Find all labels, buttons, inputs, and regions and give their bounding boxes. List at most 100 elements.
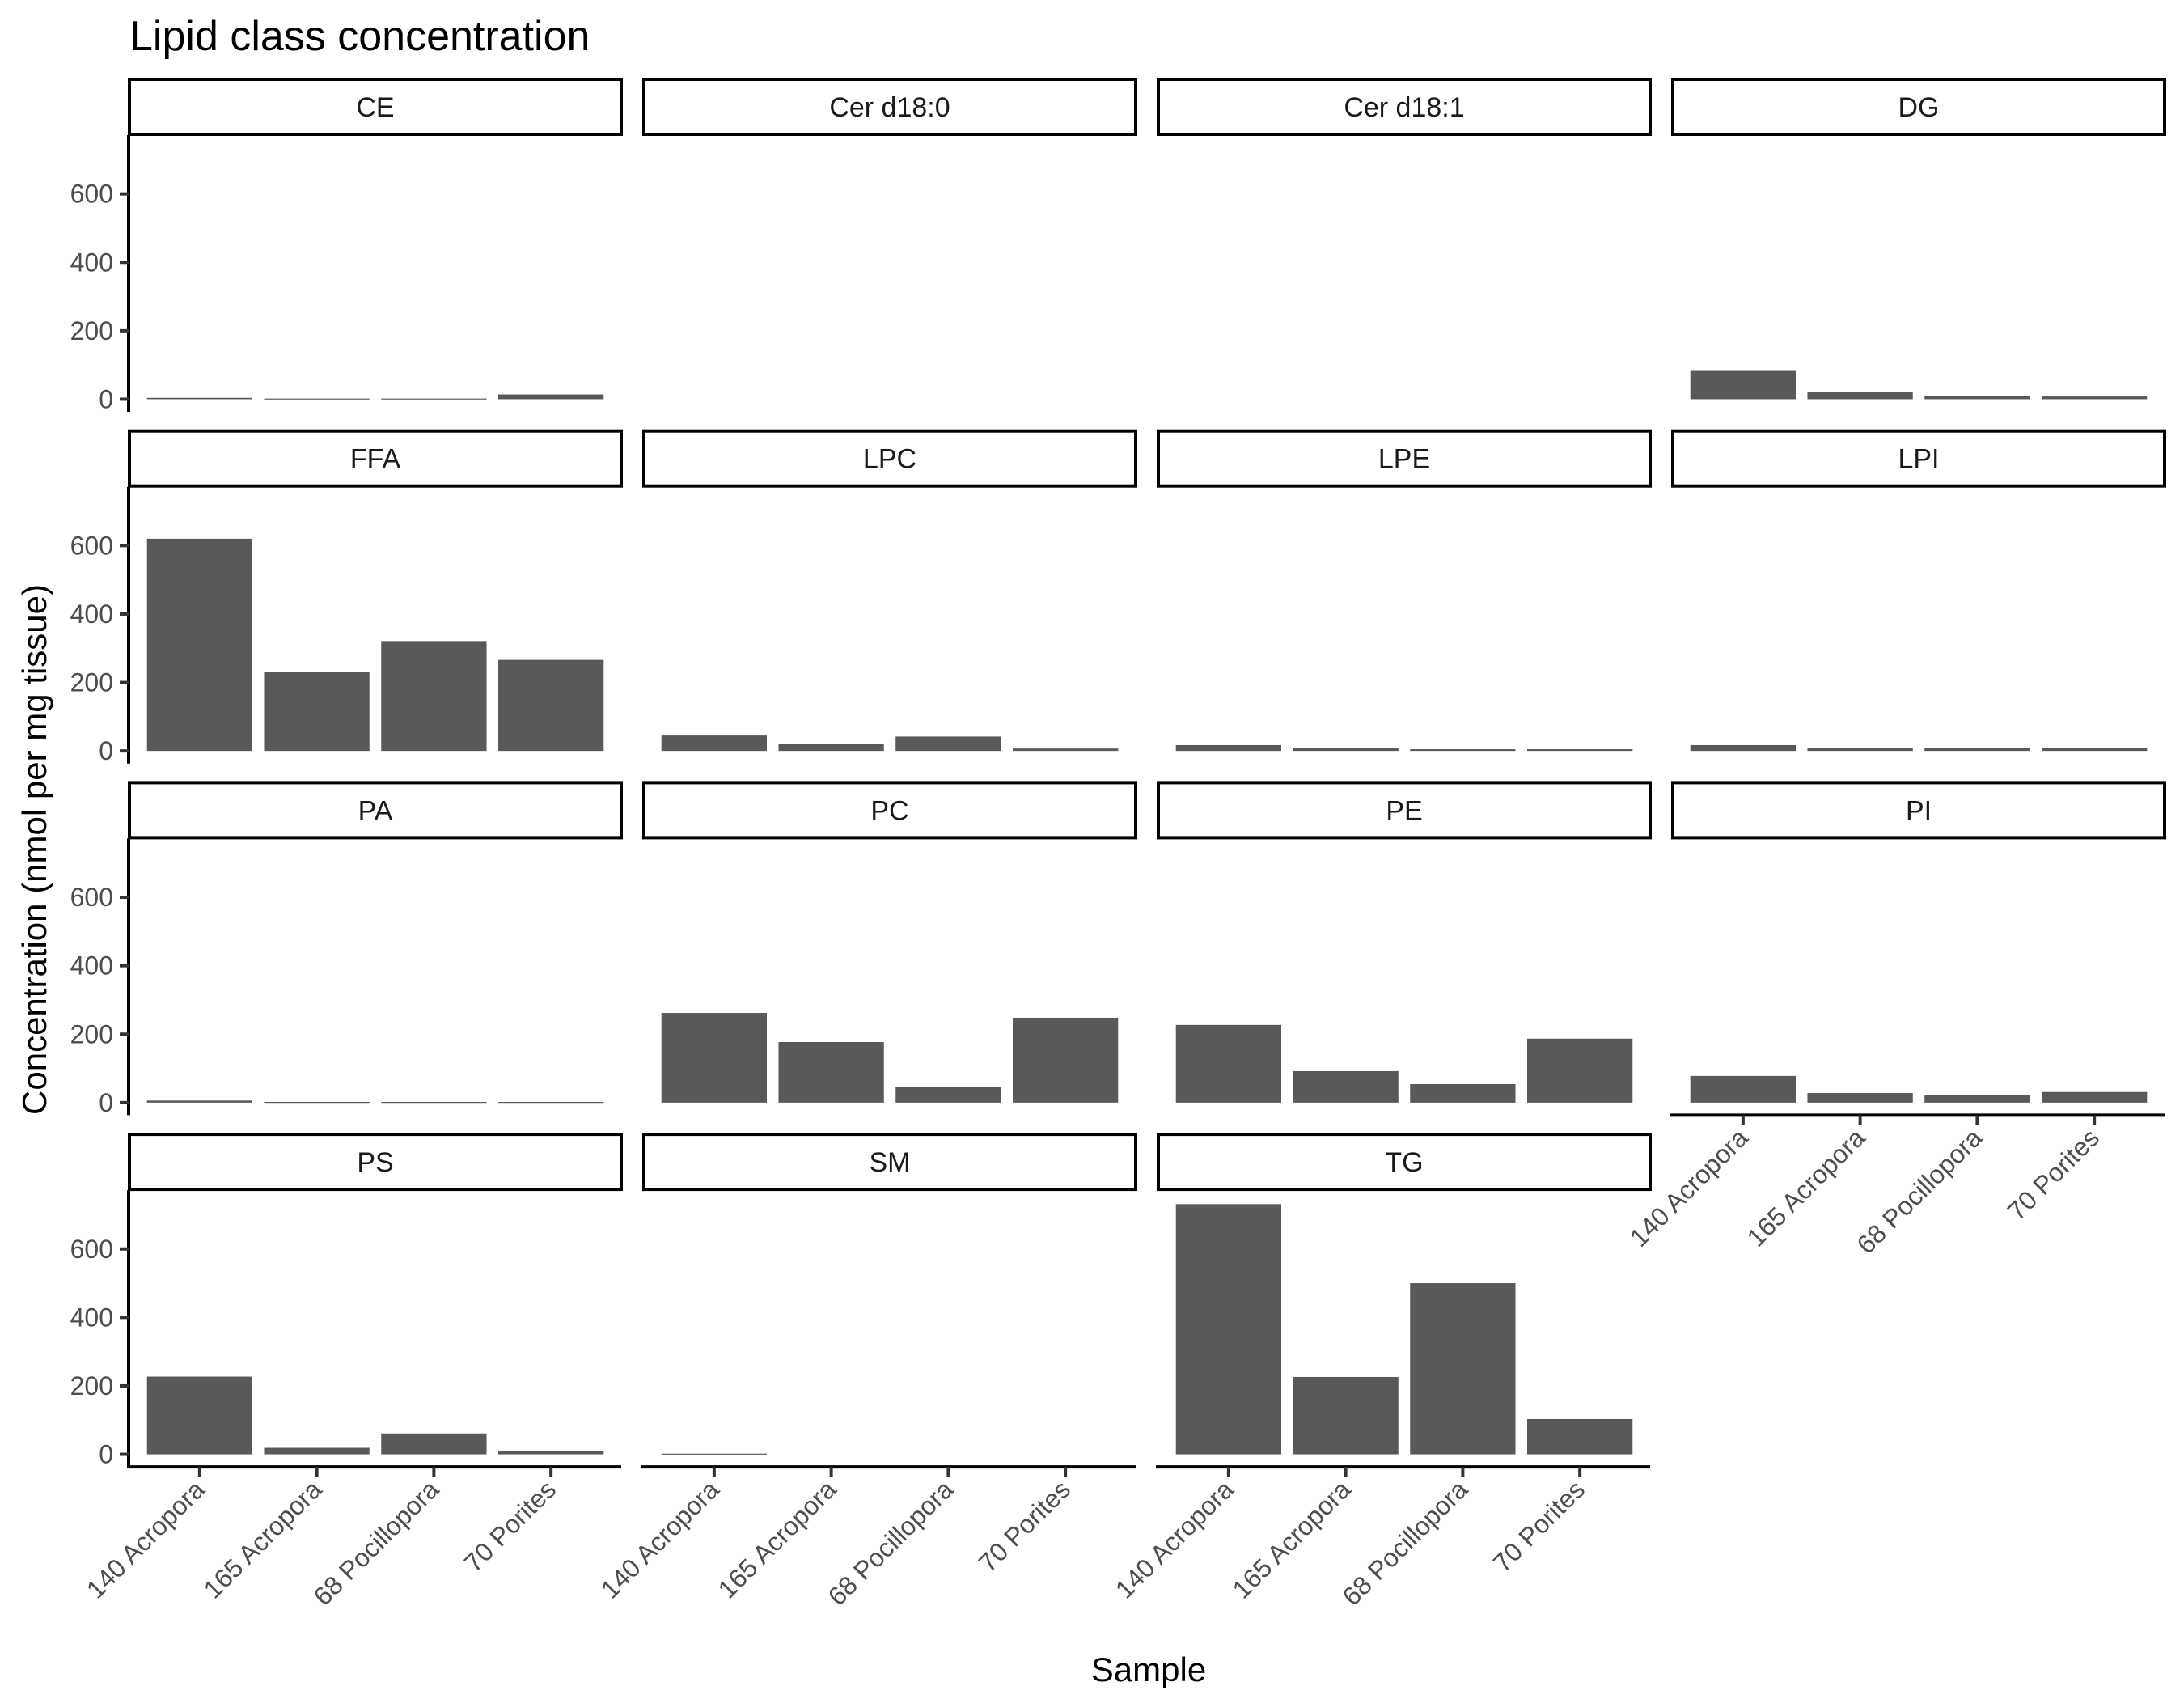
bar xyxy=(1690,1075,1796,1103)
facet-strip xyxy=(1671,781,2166,840)
x-tick-label: 140 Acropora xyxy=(81,1474,210,1604)
y-tick-label: 0 xyxy=(99,1440,113,1469)
facet-panel-lpc: LPC xyxy=(642,429,1137,752)
bar xyxy=(146,397,252,400)
facet-strip-label: PE xyxy=(1386,795,1422,826)
y-tick-label: 400 xyxy=(70,951,113,981)
bar xyxy=(1293,1376,1399,1455)
bar xyxy=(1527,1038,1633,1103)
bar xyxy=(1924,396,2030,400)
bar xyxy=(778,1041,884,1103)
y-tick-label: 400 xyxy=(70,248,113,277)
y-tick-label: 200 xyxy=(70,316,113,345)
facet-strip-label: SM xyxy=(870,1147,911,1178)
bar xyxy=(661,735,767,752)
x-tick-label: 165 Acropora xyxy=(1742,1123,1871,1252)
facet-strip xyxy=(1157,429,1652,488)
facet-strip-label: LPC xyxy=(863,444,916,475)
facet-panel-pa: PA 0 200 400 600 xyxy=(70,781,623,1117)
x-tick-label: 140 Acropora xyxy=(595,1474,725,1604)
x-tick-label: 140 Acropora xyxy=(1110,1474,1239,1604)
bar xyxy=(264,1447,370,1455)
bar xyxy=(381,398,487,400)
bar xyxy=(778,744,884,752)
bar xyxy=(1410,1283,1516,1455)
y-tick-label: 0 xyxy=(99,736,113,765)
bar xyxy=(1293,1070,1399,1103)
chart-title: Lipid class concentration xyxy=(129,13,590,60)
bar xyxy=(2042,396,2148,400)
bar xyxy=(498,394,604,400)
bar xyxy=(1293,748,1399,752)
y-tick-label: 200 xyxy=(70,668,113,697)
bar xyxy=(1410,1084,1516,1103)
facet-strip xyxy=(642,1133,1137,1192)
bar xyxy=(381,1102,487,1104)
x-tick-label: 70 Porites xyxy=(1488,1475,1590,1578)
x-tick-label: 70 Porites xyxy=(973,1475,1076,1578)
facet-panel-pe: PE xyxy=(1157,781,1652,1103)
bar xyxy=(1410,749,1516,752)
bar xyxy=(1924,1095,2030,1103)
y-tick-label: 200 xyxy=(70,1371,113,1400)
facet-strip-label: PS xyxy=(357,1147,393,1178)
y-tick-label: 0 xyxy=(99,384,113,413)
bar xyxy=(1527,1418,1633,1455)
facet-strip-label: CE xyxy=(356,92,394,123)
bar xyxy=(381,641,487,752)
bar xyxy=(1175,744,1281,752)
bar xyxy=(381,1433,487,1455)
facet-panel-cer-d18-0: Cer d18:0 xyxy=(642,78,1137,136)
facet-strip xyxy=(128,781,623,840)
bar xyxy=(1807,1093,1913,1103)
bar xyxy=(895,1087,1001,1103)
y-tick-label: 400 xyxy=(70,1303,113,1332)
x-axis-title: Sample xyxy=(1091,1650,1206,1688)
bar xyxy=(146,538,252,752)
bar xyxy=(1175,1024,1281,1103)
bar xyxy=(661,1013,767,1103)
bar xyxy=(264,398,370,400)
bar xyxy=(1690,370,1796,400)
bar xyxy=(498,1451,604,1455)
y-tick-label: 600 xyxy=(70,180,113,209)
facet-strip-label: Cer d18:0 xyxy=(829,92,950,123)
y-tick-label: 600 xyxy=(70,531,113,560)
x-tick-label: 70 Porites xyxy=(2002,1123,2105,1226)
x-tick-label: 68 Pocillopora xyxy=(822,1474,959,1611)
bar xyxy=(146,1376,252,1455)
x-tick-label: 70 Porites xyxy=(459,1475,561,1578)
facet-strip xyxy=(642,78,1137,136)
bar xyxy=(146,1100,252,1103)
bar xyxy=(1924,748,2030,752)
facet-strip-label: PC xyxy=(870,795,908,826)
y-tick-label: 600 xyxy=(70,883,113,912)
facet-strip-label: LPI xyxy=(1898,444,1939,475)
facet-strip-label: DG xyxy=(1898,92,1940,123)
facet-strip-label: LPE xyxy=(1378,444,1430,475)
facet-panel-ce: CE 0 200 400 600 xyxy=(70,78,623,413)
facet-panel-pc: PC xyxy=(642,781,1137,1103)
bar xyxy=(1807,392,1913,400)
facet-strip xyxy=(1671,78,2166,136)
facet-strip xyxy=(128,429,623,488)
bar xyxy=(2042,748,2148,752)
bar xyxy=(1690,744,1796,752)
facet-strip xyxy=(1157,1133,1652,1192)
facet-strip xyxy=(128,1133,623,1192)
facet-strip-label: FFA xyxy=(350,444,401,475)
facet-strip xyxy=(128,78,623,136)
facet-strip xyxy=(1157,781,1652,840)
bar xyxy=(264,1102,370,1104)
bar xyxy=(498,1102,604,1104)
x-tick-label: 68 Pocillopora xyxy=(1851,1123,1987,1260)
bar xyxy=(1175,1204,1281,1455)
facet-panel-lpi: LPI xyxy=(1671,429,2166,752)
bar xyxy=(1527,749,1633,752)
y-tick-label: 600 xyxy=(70,1235,113,1264)
